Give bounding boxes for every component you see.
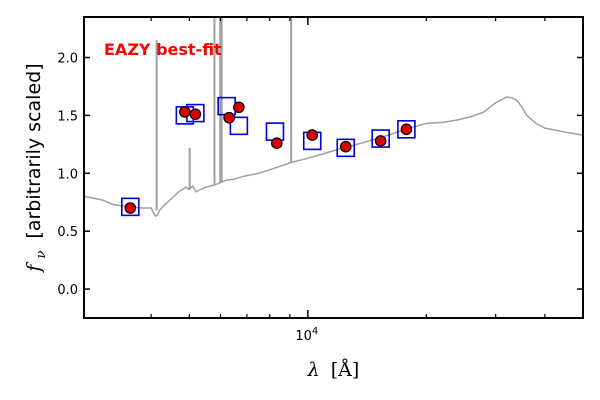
annotation-label: EAZY best-fit xyxy=(104,40,222,59)
y-tick-label: 2.0 xyxy=(57,52,78,67)
y-tick-label: 0.5 xyxy=(57,225,78,240)
y-axis-text: [arbitrarily scaled] xyxy=(23,63,45,238)
model-photometry-point xyxy=(336,138,356,158)
y-tick-label: 1.5 xyxy=(57,109,78,124)
y-tick-label: 0.0 xyxy=(57,283,78,298)
model-photometry-layer xyxy=(121,96,416,217)
model-photometry-point xyxy=(229,116,249,136)
plot-frame xyxy=(83,16,584,319)
model-photometry-point xyxy=(371,129,390,148)
observed-photometry-layer xyxy=(124,101,413,214)
ticks-layer: 0.0 0.5 1.0 1.5 2.0 104 xyxy=(57,17,583,344)
observed-photometry-point xyxy=(124,202,137,214)
y-axis-label: f ν [arbitrarily scaled] xyxy=(23,63,50,273)
observed-photometry-point xyxy=(271,137,283,149)
y-axis-subscript: ν xyxy=(34,251,49,259)
observed-photometry-point xyxy=(400,123,413,136)
x-axis-label: λ [Å] xyxy=(307,359,360,381)
observed-photometry-point xyxy=(189,108,202,121)
observed-photometry-point xyxy=(179,106,191,118)
observed-photometry-point xyxy=(339,140,352,153)
model-photometry-point xyxy=(265,122,285,141)
y-axis-symbol: f xyxy=(23,262,45,274)
model-photometry-point xyxy=(121,197,140,217)
x-axis-symbol: λ xyxy=(307,359,320,381)
template-spectrum-line xyxy=(83,96,584,218)
y-tick-label: 1.0 xyxy=(57,167,78,182)
template-spectrum-layer xyxy=(83,17,584,218)
model-photometry-point xyxy=(397,119,416,139)
observed-photometry-point xyxy=(233,101,245,114)
x-tick-label: 104 xyxy=(295,326,318,344)
x-axis-unit: [Å] xyxy=(331,359,360,381)
observed-photometry-point xyxy=(223,111,235,124)
observed-photometry-point xyxy=(374,135,387,147)
observed-photometry-point xyxy=(306,129,319,141)
